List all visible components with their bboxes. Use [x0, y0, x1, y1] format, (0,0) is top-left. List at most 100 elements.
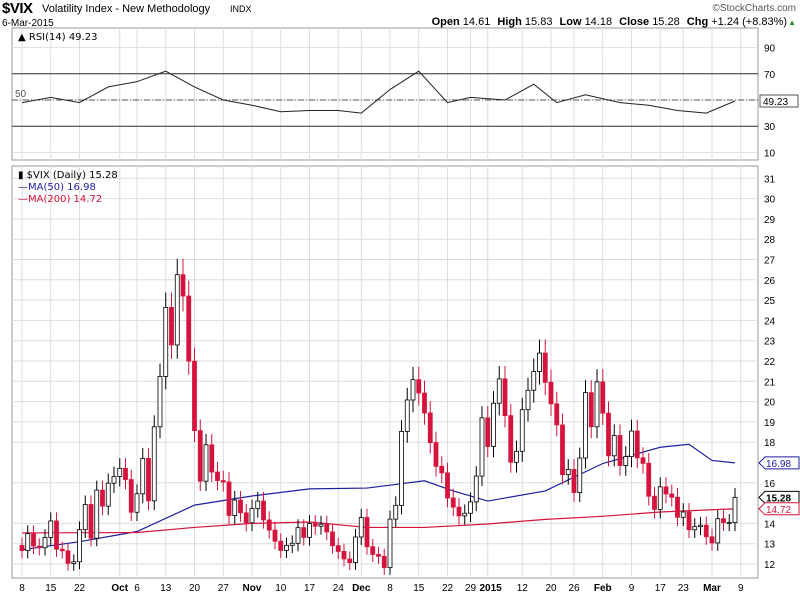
candle-body	[364, 517, 370, 548]
candle-body	[140, 458, 146, 495]
candle	[272, 521, 278, 550]
candle	[611, 424, 617, 467]
candle-body	[36, 545, 42, 549]
candle	[353, 528, 358, 570]
x-tick-label: Dec	[352, 583, 371, 594]
ma200-last-value: 14.72	[766, 505, 791, 516]
candle	[721, 510, 726, 532]
candle-body	[174, 274, 180, 346]
x-tick-label: 29	[465, 583, 477, 594]
candle-body	[560, 424, 565, 476]
candle	[485, 406, 491, 458]
candle	[42, 529, 48, 556]
candle	[192, 347, 197, 442]
candle	[491, 391, 496, 458]
candle	[427, 401, 433, 454]
candle-body	[295, 527, 301, 544]
candle	[686, 503, 692, 539]
candle	[134, 484, 140, 522]
x-tick-label: 17	[655, 583, 667, 594]
candle	[284, 537, 289, 559]
candle	[31, 525, 36, 554]
candle-body	[462, 512, 468, 517]
candle	[726, 514, 732, 532]
candle-body	[88, 504, 94, 539]
candle-body	[376, 554, 381, 557]
candle-body	[450, 497, 456, 508]
price-y-tick-label: 19	[764, 418, 776, 429]
candle-body	[393, 504, 399, 520]
candle	[261, 491, 266, 529]
candle-body	[335, 545, 341, 552]
ohlc-summary: Open 14.61 High 15.83 Low 14.18 Close 15…	[432, 16, 796, 29]
candle-body	[77, 529, 82, 563]
candle	[416, 366, 422, 406]
rsi-y-tick-label: 90	[764, 44, 776, 55]
candle-body	[422, 392, 427, 414]
candle	[381, 548, 387, 575]
x-tick-label: Mar	[703, 583, 721, 594]
candle	[307, 515, 312, 546]
candle	[537, 339, 542, 385]
candle	[215, 461, 220, 491]
candle	[19, 537, 25, 559]
chg-value: +1.24 (+8.83%)	[711, 16, 788, 28]
candle	[698, 516, 703, 536]
candle	[186, 280, 192, 375]
candle-body	[266, 519, 272, 531]
candle-body	[680, 511, 686, 518]
candle	[709, 528, 715, 551]
x-tick-label: 15	[45, 583, 57, 594]
chart-date: 6-Mar-2015	[2, 18, 54, 29]
candle-body	[686, 511, 692, 531]
candle-body	[565, 469, 571, 476]
candle	[59, 541, 65, 559]
x-tick-label: 23	[678, 583, 690, 594]
candle-body	[410, 379, 416, 401]
candle-body	[479, 417, 485, 477]
candle	[140, 447, 146, 504]
candle-body	[554, 403, 560, 426]
low-value: 14.18	[584, 16, 613, 28]
candle-body	[721, 518, 726, 523]
candle-body	[243, 512, 249, 524]
candle	[94, 480, 100, 547]
candle	[65, 543, 71, 571]
candle-body	[629, 430, 634, 458]
candle	[220, 470, 226, 492]
candle	[151, 415, 157, 511]
candle	[174, 258, 180, 359]
candle-body	[445, 472, 450, 499]
candle-body	[255, 500, 261, 509]
candle-body	[232, 499, 238, 516]
candle	[301, 519, 307, 546]
candle-body	[19, 545, 25, 552]
candle	[652, 486, 657, 519]
candle	[100, 480, 105, 516]
candle-body	[583, 392, 588, 459]
chg-label: Chg	[686, 16, 709, 28]
candle	[577, 447, 583, 502]
candle	[370, 538, 376, 563]
ma50-last-value: 16.98	[766, 459, 791, 470]
ma50-last-value-box	[758, 456, 800, 470]
candle-body	[48, 520, 54, 538]
candle-body	[169, 307, 174, 346]
price-last-value-box	[758, 490, 800, 504]
candle	[146, 447, 151, 511]
candle	[312, 515, 318, 535]
candle-body	[330, 531, 335, 547]
candle	[525, 377, 531, 422]
candle	[433, 431, 439, 477]
candle-body	[600, 381, 606, 414]
candle	[82, 495, 88, 539]
candle	[387, 510, 393, 575]
candle-body	[186, 295, 192, 362]
x-tick-label: 10	[275, 583, 287, 594]
candle	[479, 406, 485, 487]
candle	[422, 380, 427, 425]
candle-body	[381, 555, 387, 569]
candle-body	[669, 493, 675, 498]
candle-body	[157, 376, 163, 428]
candle	[232, 490, 238, 525]
